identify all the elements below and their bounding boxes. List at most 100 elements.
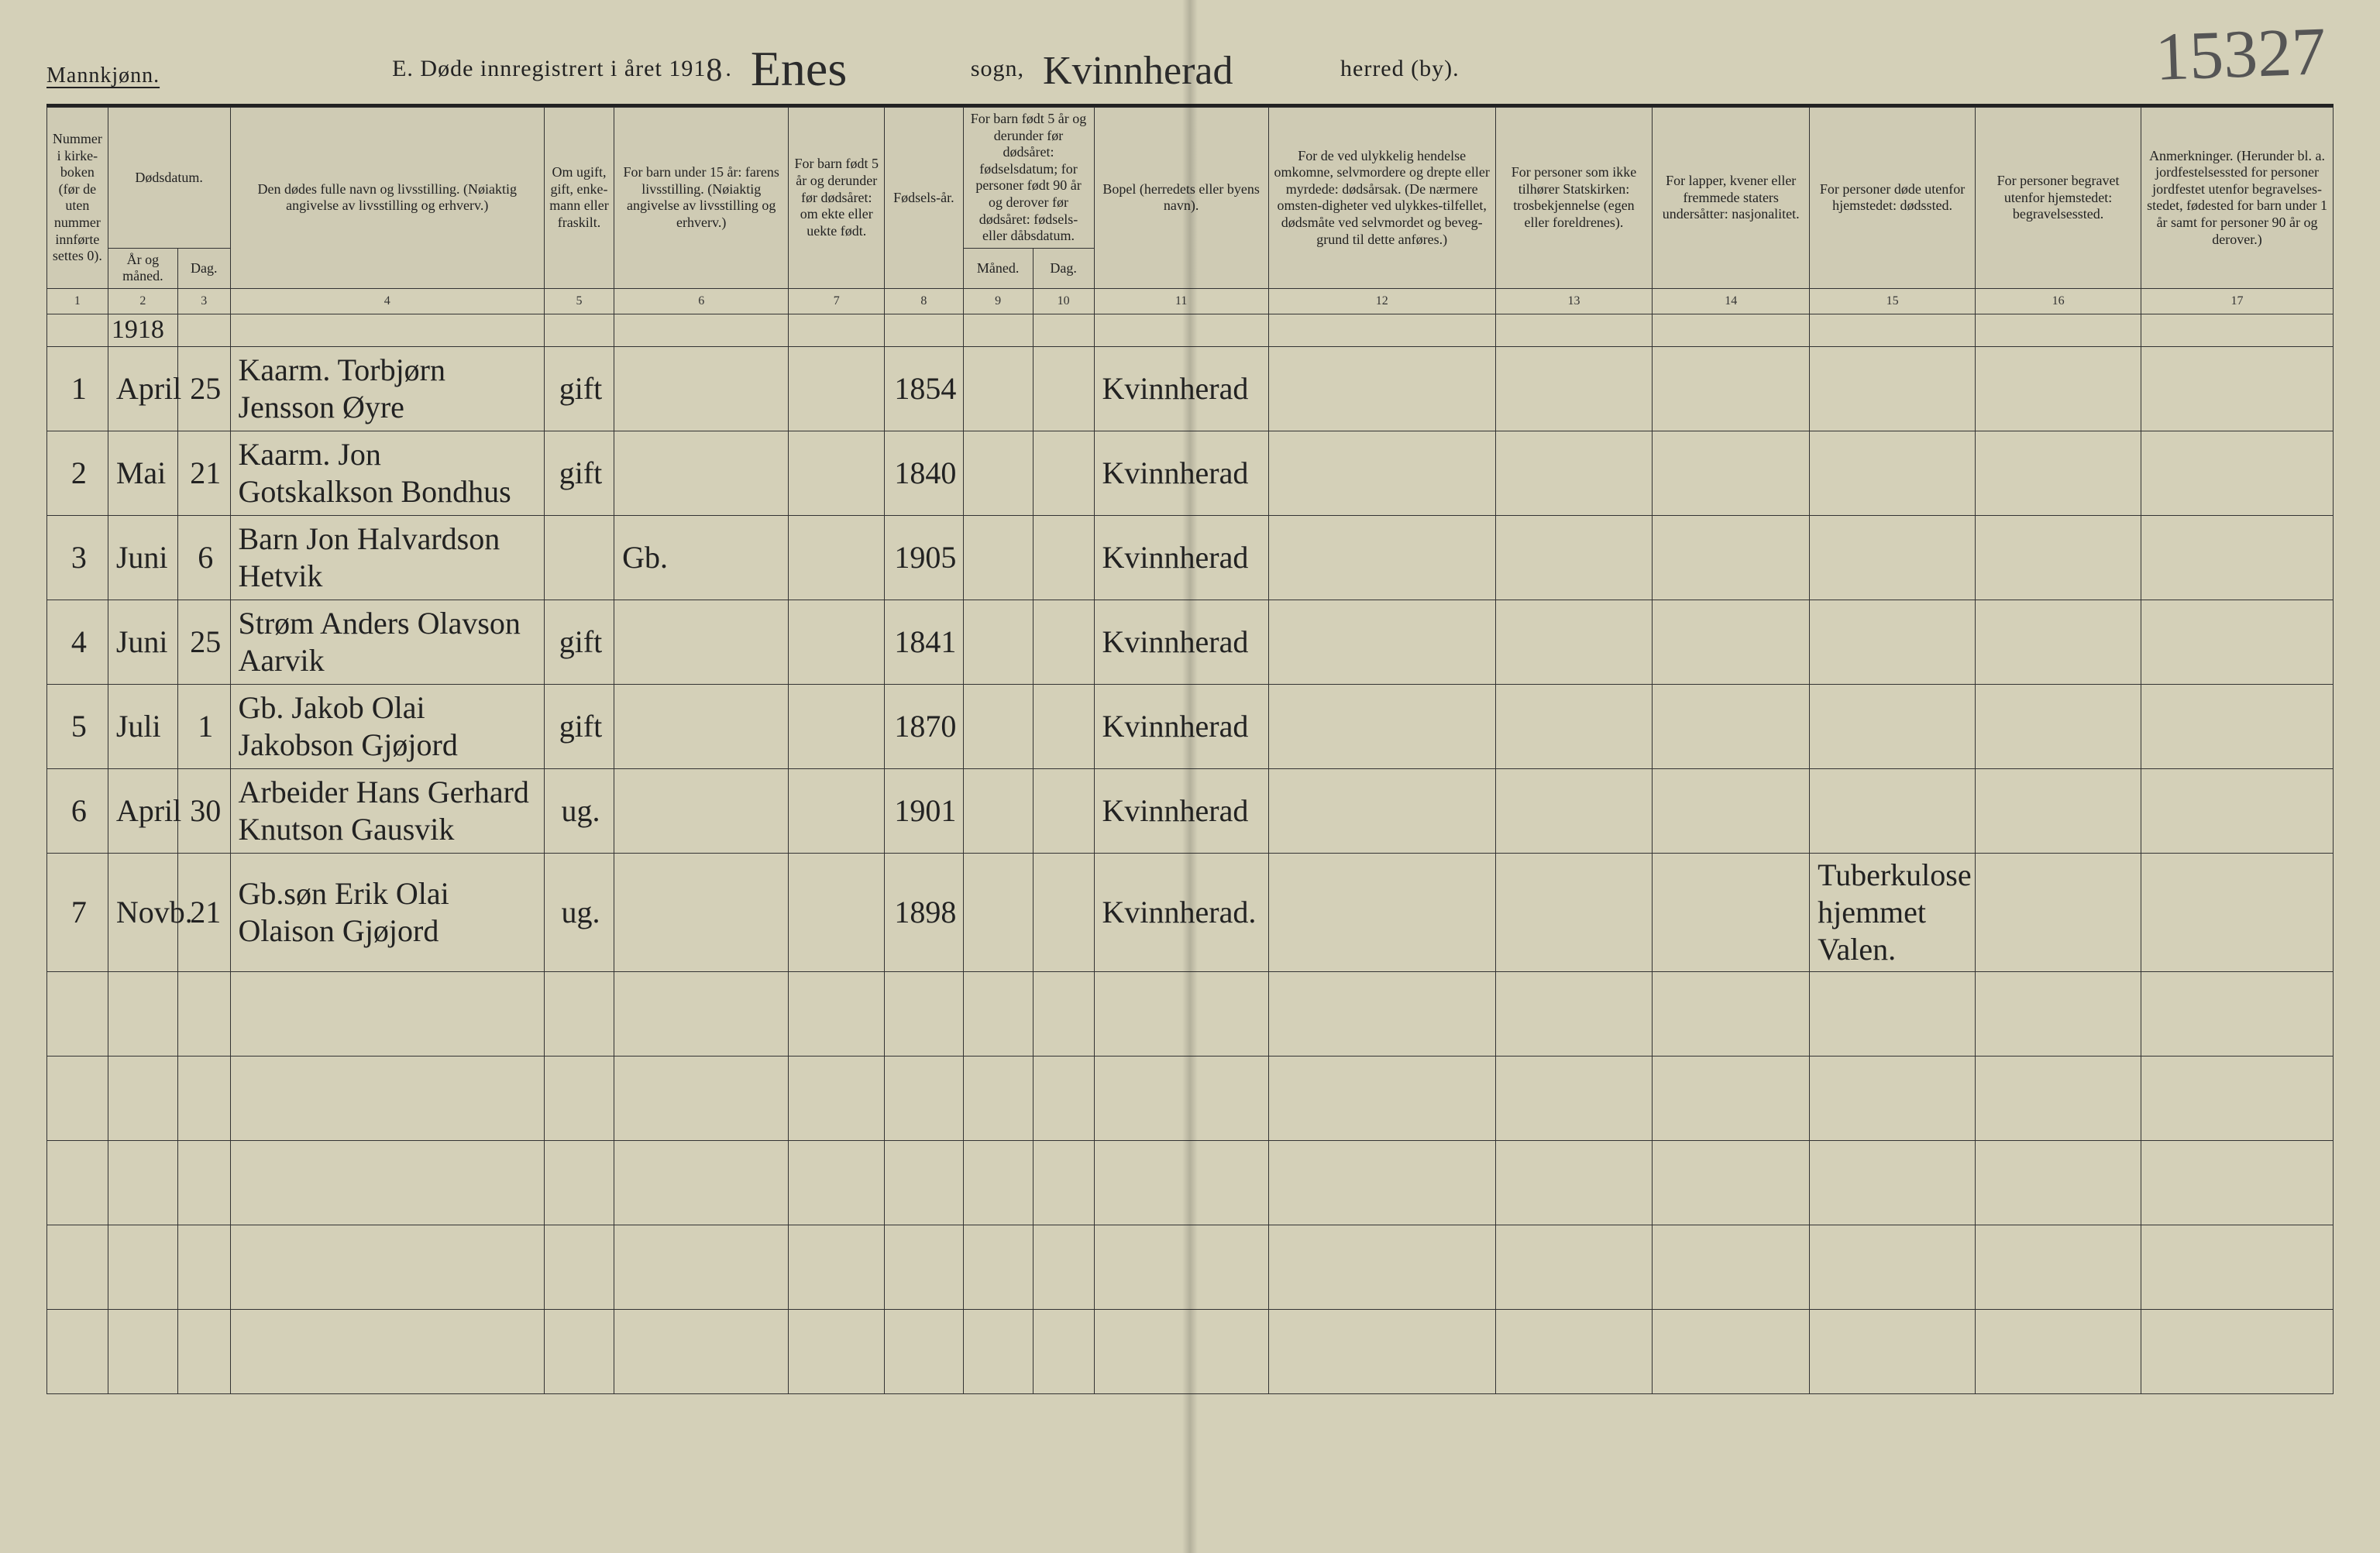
col-6-header: For barn under 15 år: farens livsstillin… xyxy=(614,108,789,289)
cell-d xyxy=(1033,346,1094,431)
cell-c14 xyxy=(1653,600,1810,684)
cell-name: Kaarm. Jon Gotskalkson Bondhus xyxy=(230,431,544,515)
col-12-header: For de ved ulykkelig hendelse omkomne, s… xyxy=(1268,108,1495,289)
cell-num: 6 xyxy=(47,768,108,853)
col-13-header: For personer som ikke tilhører Statskirk… xyxy=(1495,108,1653,289)
cell-c16 xyxy=(1976,768,2141,853)
cell-c12 xyxy=(1268,600,1495,684)
cell-c17 xyxy=(2141,684,2334,768)
cell-m xyxy=(963,684,1033,768)
col-9a-header: Måned. xyxy=(963,248,1033,288)
table-row: 1 April 25 Kaarm. Torbjørn Jensson Øyre … xyxy=(47,346,2334,431)
cell-c14 xyxy=(1653,853,1810,971)
cell-month: Novb. xyxy=(108,853,177,971)
cell-bopel: Kvinnherad. xyxy=(1094,853,1268,971)
colnum: 9 xyxy=(963,288,1033,314)
sogn-fill: Enes xyxy=(735,40,968,98)
cell-bopel: Kvinnherad xyxy=(1094,431,1268,515)
cell-c12 xyxy=(1268,346,1495,431)
cell-c17 xyxy=(2141,768,2334,853)
cell-d xyxy=(1033,600,1094,684)
cell-d xyxy=(1033,515,1094,600)
cell-c14 xyxy=(1653,768,1810,853)
cell-ekte xyxy=(789,515,885,600)
cell-c17 xyxy=(2141,346,2334,431)
cell-m xyxy=(963,600,1033,684)
cell-c13 xyxy=(1495,853,1653,971)
cell-status xyxy=(544,515,614,600)
col-9-group-header: For barn født 5 år og derunder før dødså… xyxy=(963,108,1094,249)
cell-month: Juni xyxy=(108,515,177,600)
col-7-header: For barn født 5 år og derunder før dødså… xyxy=(789,108,885,289)
cell-father xyxy=(614,853,789,971)
cell-num: 2 xyxy=(47,431,108,515)
cell-bopel: Kvinnherad xyxy=(1094,600,1268,684)
cell-month: April xyxy=(108,768,177,853)
cell-num: 3 xyxy=(47,515,108,600)
cell-day: 21 xyxy=(177,431,230,515)
cell-father xyxy=(614,768,789,853)
cell-father xyxy=(614,346,789,431)
cell-c15 xyxy=(1810,346,1976,431)
cell-birth: 1898 xyxy=(885,853,963,971)
cell-c13 xyxy=(1495,768,1653,853)
cell-d xyxy=(1033,684,1094,768)
year-marker-row: 1918 xyxy=(47,314,2334,346)
col-17-header: Anmerkninger. (Herunder bl. a. jordfeste… xyxy=(2141,108,2334,289)
cell-num: 7 xyxy=(47,853,108,971)
cell-c13 xyxy=(1495,515,1653,600)
cell-c15 xyxy=(1810,515,1976,600)
col-14-header: For lapper, kvener eller fremmede stater… xyxy=(1653,108,1810,289)
cell-bopel: Kvinnherad xyxy=(1094,346,1268,431)
col-9b-header: Dag. xyxy=(1033,248,1094,288)
cell-d xyxy=(1033,768,1094,853)
cell-birth: 1901 xyxy=(885,768,963,853)
col-16-header: For personer begravet utenfor hjemstedet… xyxy=(1976,108,2141,289)
cell-ekte xyxy=(789,600,885,684)
table-row: 2 Mai 21 Kaarm. Jon Gotskalkson Bondhus … xyxy=(47,431,2334,515)
colnum: 13 xyxy=(1495,288,1653,314)
cell-c13 xyxy=(1495,346,1653,431)
cell-c14 xyxy=(1653,431,1810,515)
cell-status: gift xyxy=(544,346,614,431)
table-row-empty xyxy=(47,1056,2334,1140)
cell-c17 xyxy=(2141,515,2334,600)
cell-month: Mai xyxy=(108,431,177,515)
cell-num: 1 xyxy=(47,346,108,431)
cell-day: 1 xyxy=(177,684,230,768)
cell-c17 xyxy=(2141,431,2334,515)
cell-name: Gb.søn Erik Olai Olaison Gjøjord xyxy=(230,853,544,971)
cell-status: ug. xyxy=(544,853,614,971)
ledger-table: Nummer i kirke-boken (før de uten nummer… xyxy=(46,107,2334,1394)
title-period: . xyxy=(725,56,732,81)
cell-ekte xyxy=(789,853,885,971)
cell-name: Gb. Jakob Olai Jakobson Gjøjord xyxy=(230,684,544,768)
cell-ekte xyxy=(789,768,885,853)
cell-birth: 1870 xyxy=(885,684,963,768)
cell-c15 xyxy=(1810,600,1976,684)
cell-m xyxy=(963,515,1033,600)
colnum: 1 xyxy=(47,288,108,314)
cell-num: 4 xyxy=(47,600,108,684)
cell-bopel: Kvinnherad xyxy=(1094,684,1268,768)
col-2a-header: År og måned. xyxy=(108,248,177,288)
herred-label: herred (by). xyxy=(1340,56,1460,81)
cell-name: Barn Jon Halvardson Hetvik xyxy=(230,515,544,600)
cell-c12 xyxy=(1268,768,1495,853)
colnum: 14 xyxy=(1653,288,1810,314)
page-number: 15327 xyxy=(2154,12,2327,97)
cell-father xyxy=(614,431,789,515)
cell-month: Juli xyxy=(108,684,177,768)
cell-c15 xyxy=(1810,684,1976,768)
cell-c16 xyxy=(1976,600,2141,684)
gender-label: Mannkjønn. xyxy=(46,64,160,88)
cell-name: Kaarm. Torbjørn Jensson Øyre xyxy=(230,346,544,431)
cell-status: ug. xyxy=(544,768,614,853)
cell-month: Juni xyxy=(108,600,177,684)
cell-father xyxy=(614,684,789,768)
table-row: 4 Juni 25 Strøm Anders Olavson Aarvik gi… xyxy=(47,600,2334,684)
cell-m xyxy=(963,768,1033,853)
colnum: 6 xyxy=(614,288,789,314)
cell-bopel: Kvinnherad xyxy=(1094,768,1268,853)
title-prefix: E. Døde innregistrert i året 191 xyxy=(392,56,706,81)
